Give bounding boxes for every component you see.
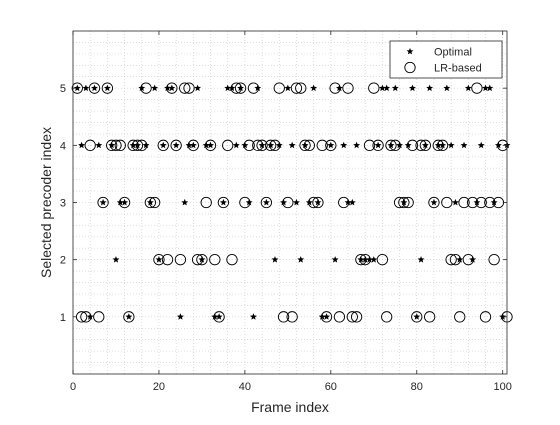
x-tick-label: 100: [494, 381, 512, 393]
y-axis-title: Selected precoder index: [38, 127, 54, 278]
y-tick-label: 3: [60, 198, 66, 210]
x-tick-label: 60: [325, 381, 337, 393]
x-axis-title: Frame index: [251, 399, 329, 415]
y-tick-label: 5: [60, 83, 66, 95]
legend-label-optimal: Optimal: [434, 47, 472, 59]
y-tick-label: 4: [60, 140, 66, 152]
x-tick-label: 80: [411, 381, 423, 393]
x-tick-label: 20: [153, 381, 165, 393]
x-tick-label: 40: [239, 381, 251, 393]
legend: Optimal LR-based: [390, 41, 502, 78]
y-tick-label: 2: [60, 255, 66, 267]
y-tick-label: 1: [60, 312, 66, 324]
legend-label-lr-based: LR-based: [434, 63, 482, 75]
x-tick-label: 0: [70, 381, 76, 393]
